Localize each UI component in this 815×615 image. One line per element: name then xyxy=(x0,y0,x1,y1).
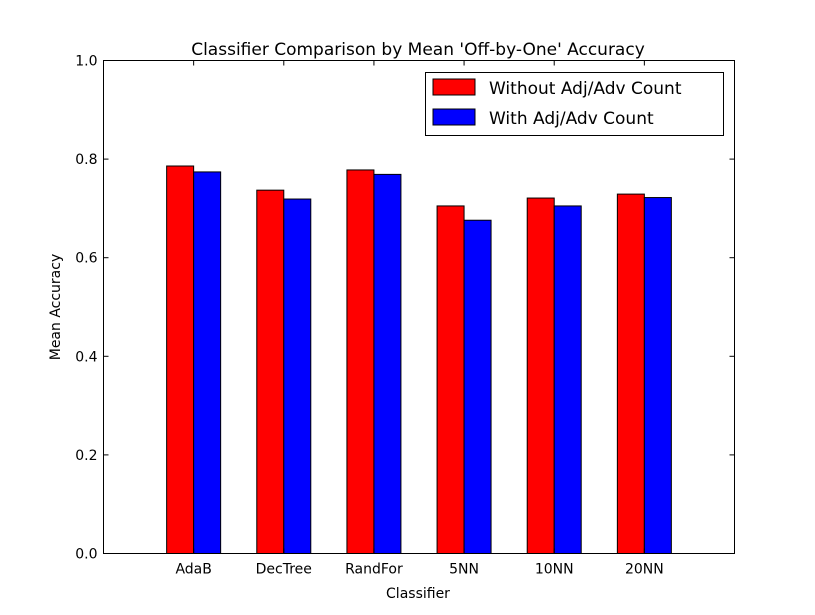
bar-20nn-without xyxy=(616,193,645,554)
y-tick-label: 1.0 xyxy=(75,54,97,70)
x-tick-label-dectree: DecTree xyxy=(256,562,312,578)
legend: Without Adj/Adv Count With Adj/Adv Count xyxy=(425,72,724,136)
y-tick-label: 0.6 xyxy=(75,251,97,267)
bar-dectree-with xyxy=(283,198,312,555)
y-tick-label: 0.0 xyxy=(75,547,97,563)
bar-10nn-with xyxy=(553,205,582,554)
bar-adab-with xyxy=(193,171,222,554)
y-tick-label: 0.2 xyxy=(75,448,97,464)
y-tick-label: 0.4 xyxy=(75,349,97,365)
bar-5nn-with xyxy=(463,219,492,554)
bar-randfor-without xyxy=(346,169,375,554)
x-tick-label-adab: AdaB xyxy=(175,562,211,578)
bar-randfor-with xyxy=(373,173,402,554)
y-axis: 0.0 0.2 0.4 0.6 0.8 1.0 xyxy=(75,54,735,563)
chart-title: Classifier Comparison by Mean 'Off-by-On… xyxy=(191,40,645,60)
bar-20nn-with xyxy=(643,197,672,555)
legend-label-without: Without Adj/Adv Count xyxy=(489,79,682,99)
bar-dectree-without xyxy=(256,189,285,554)
legend-swatch-without xyxy=(432,78,476,96)
plot-frame xyxy=(103,60,735,554)
legend-label-with: With Adj/Adv Count xyxy=(489,109,654,129)
x-axis: AdaB DecTree RandFor 5NN 10NN 20NN xyxy=(175,60,664,578)
x-tick-label-20nn: 20NN xyxy=(625,562,664,578)
bars-group xyxy=(166,165,672,555)
x-tick-label-randfor: RandFor xyxy=(345,562,403,578)
y-tick-label: 0.8 xyxy=(75,152,97,168)
bar-10nn-without xyxy=(526,197,555,554)
x-tick-label-5nn: 5NN xyxy=(449,562,479,578)
legend-swatch-with xyxy=(432,108,476,126)
bar-5nn-without xyxy=(436,205,465,554)
bar-adab-without xyxy=(166,165,195,554)
x-axis-label: Classifier xyxy=(386,586,450,602)
x-tick-label-10nn: 10NN xyxy=(535,562,574,578)
y-axis-label: Mean Accuracy xyxy=(48,254,64,361)
